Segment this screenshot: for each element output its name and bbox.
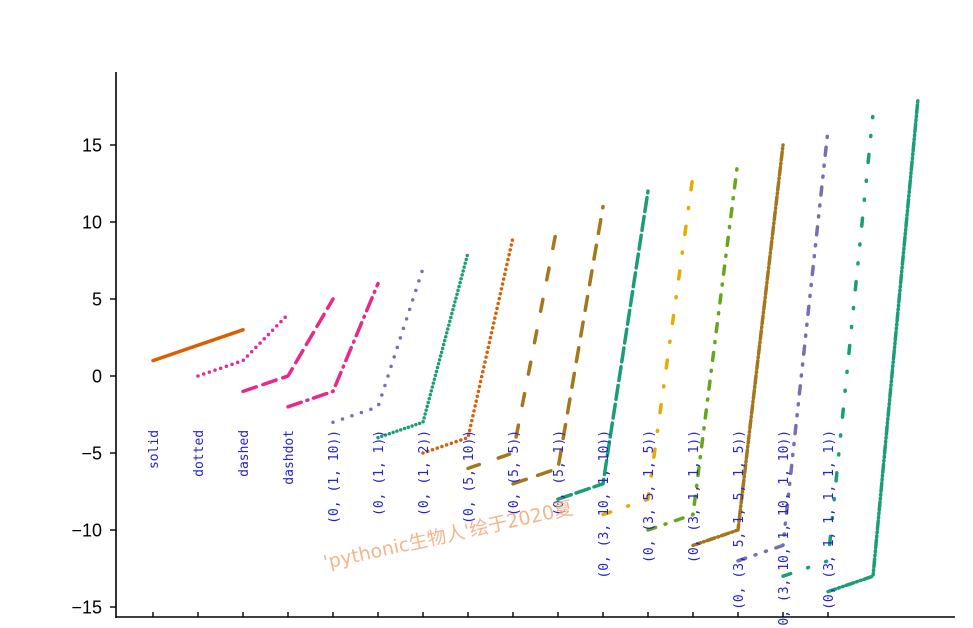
series-line-14 — [781, 112, 875, 578]
y-tick-label-5: 10 — [82, 213, 102, 233]
style-label-7: (0, (5, 10)) — [462, 430, 477, 524]
style-label-11: (0, (3, 5, 1, 5)) — [642, 430, 657, 563]
style-label-0: solid — [147, 430, 162, 469]
y-tick-label-4: 5 — [92, 290, 102, 310]
style-label-2: dashed — [237, 430, 252, 477]
style-label-14: (0, (3, 10, 1, 10, 1, 10)) — [777, 430, 792, 628]
y-tick-label-2: −5 — [81, 444, 102, 464]
series-line-3 — [286, 281, 380, 409]
style-label-15: (0, (3, 1, 1, 1, 1, 1)) — [822, 430, 837, 610]
watermark-text: 'pythonic生物人'绘于2020夏 — [321, 497, 575, 574]
style-labels: solid dotted dashed dashdot (0, (1, 10)) (0, … — [147, 430, 837, 628]
series-line-12 — [691, 143, 785, 548]
y-tick-label-6: 15 — [82, 136, 102, 156]
style-label-10: (0, (3, 10, 1, 10)) — [597, 430, 612, 579]
series-line-7 — [466, 220, 560, 471]
y-tick-label-0: −15 — [71, 598, 102, 618]
style-label-6: (0, (1, 2)) — [417, 430, 432, 516]
style-label-12: (0, (3, 1, 1, 1)) — [687, 430, 702, 563]
series-line-11 — [646, 158, 740, 532]
x-ticks — [152, 612, 829, 617]
series-line-9 — [556, 189, 650, 501]
style-label-1: dotted — [192, 430, 207, 477]
series-layer — [151, 97, 920, 594]
series-line-1 — [196, 312, 290, 378]
y-ticks: −15 −10 −5 0 5 10 15 — [71, 136, 116, 618]
axes-layer — [115, 72, 955, 618]
y-tick-label-1: −10 — [71, 521, 102, 541]
style-label-9: (0, (5, 1)) — [552, 430, 567, 516]
series-line-5 — [376, 251, 470, 440]
series-line-10 — [601, 174, 695, 517]
style-label-5: (0, (1, 1)) — [372, 430, 387, 516]
y-tick-label-3: 0 — [92, 367, 102, 387]
style-label-8: (0, (5, 5)) — [507, 430, 522, 516]
series-line-0 — [151, 328, 245, 363]
series-line-13 — [736, 127, 830, 563]
series-line-15 — [826, 97, 920, 594]
series-line-4 — [331, 266, 425, 424]
style-label-4: (0, (1, 10)) — [327, 430, 342, 524]
style-label-13: (0, (3, 5, 1, 5, 1, 5)) — [732, 430, 747, 610]
series-line-6 — [421, 235, 515, 455]
series-line-2 — [241, 297, 335, 394]
style-label-3: dashdot — [282, 430, 297, 485]
